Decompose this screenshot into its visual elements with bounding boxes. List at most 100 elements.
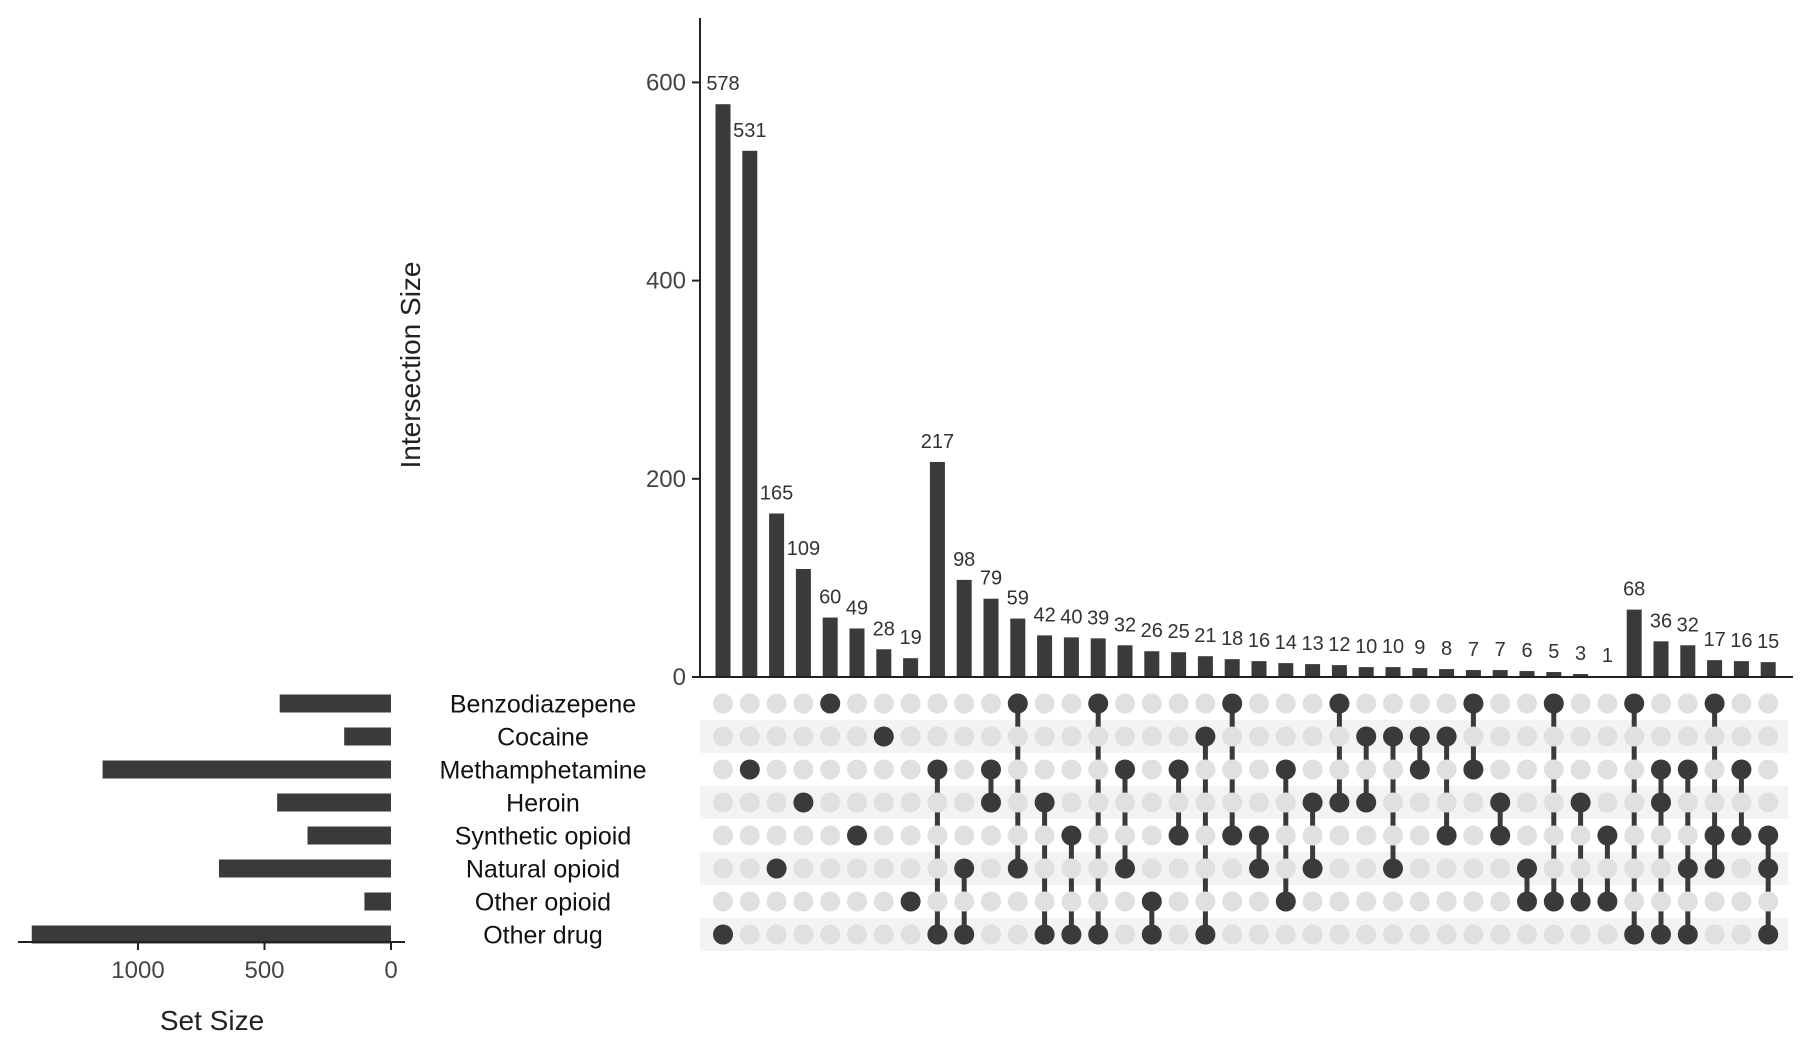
- matrix-dot-active: [927, 924, 948, 945]
- matrix-dot-active: [954, 924, 975, 945]
- matrix-dot-inactive: [1436, 858, 1457, 879]
- matrix-dot-inactive: [1624, 891, 1645, 912]
- matrix-dot-inactive: [1275, 825, 1296, 846]
- matrix-dot-inactive: [1249, 693, 1269, 714]
- matrix-dot-inactive: [900, 759, 921, 780]
- matrix-dot-active: [1758, 825, 1779, 846]
- matrix-dot-inactive: [713, 726, 733, 747]
- y-tick-label: 600: [646, 69, 686, 96]
- set-size-axis-title: Set Size: [160, 1005, 264, 1036]
- intersection-bar: [1626, 609, 1642, 677]
- set-size-bar: [31, 925, 392, 944]
- matrix-dot-inactive: [1758, 792, 1779, 813]
- matrix-dot-inactive: [1490, 891, 1511, 912]
- intersection-value-label: 98: [953, 549, 975, 571]
- matrix-dot-active: [1651, 792, 1671, 813]
- matrix-dot-inactive: [1141, 825, 1162, 846]
- matrix-dot-inactive: [1731, 792, 1752, 813]
- matrix-dot-inactive: [1731, 891, 1752, 912]
- set-size-bar: [218, 859, 391, 878]
- matrix-dot-active: [1329, 693, 1350, 714]
- set-size-bar: [364, 892, 391, 911]
- set-name-label: Synthetic opioid: [455, 823, 632, 851]
- intersection-value-label: 79: [980, 568, 1002, 590]
- matrix-dot-active: [1543, 891, 1564, 912]
- matrix-dot-inactive: [1275, 792, 1296, 813]
- matrix-dot-inactive: [1677, 726, 1698, 747]
- intersection-matrix: [713, 693, 1779, 945]
- matrix-dot-inactive: [900, 726, 921, 747]
- matrix-dot-inactive: [1677, 825, 1698, 846]
- matrix-dot-inactive: [1061, 726, 1082, 747]
- matrix-dot-inactive: [1034, 891, 1055, 912]
- matrix-dot-inactive: [1302, 891, 1323, 912]
- matrix-dot-inactive: [1731, 924, 1752, 945]
- matrix-dot-inactive: [1061, 693, 1082, 714]
- matrix-dot-active: [1436, 726, 1457, 747]
- matrix-dot-inactive: [1436, 759, 1457, 780]
- matrix-dot-inactive: [1034, 825, 1055, 846]
- matrix-dot-inactive: [1088, 858, 1109, 879]
- matrix-dot-inactive: [1436, 693, 1457, 714]
- matrix-dot-active: [1061, 924, 1082, 945]
- matrix-dot-inactive: [1115, 693, 1135, 714]
- matrix-dot-active: [1409, 759, 1430, 780]
- matrix-dot-inactive: [1383, 792, 1403, 813]
- matrix-dot-inactive: [1249, 726, 1269, 747]
- matrix-dot-inactive: [793, 891, 814, 912]
- matrix-dot-inactive: [1570, 924, 1591, 945]
- matrix-dot-active: [1597, 891, 1618, 912]
- set-name-label: Benzodiazepene: [450, 691, 636, 719]
- intersection-value-label: 40: [1060, 606, 1082, 628]
- matrix-dot-inactive: [713, 858, 733, 879]
- intersection-value-label: 3: [1575, 643, 1586, 665]
- intersection-value-label: 16: [1730, 630, 1752, 652]
- matrix-dot-inactive: [1195, 693, 1216, 714]
- matrix-dot-inactive: [927, 858, 948, 879]
- intersection-value-label: 7: [1468, 639, 1479, 661]
- matrix-dot-inactive: [1383, 693, 1403, 714]
- matrix-dot-inactive: [1436, 792, 1457, 813]
- matrix-dot-inactive: [954, 759, 975, 780]
- matrix-dot-active: [1543, 693, 1564, 714]
- matrix-dot-inactive: [1409, 858, 1430, 879]
- matrix-dot-inactive: [1517, 924, 1537, 945]
- matrix-dot-inactive: [1007, 924, 1028, 945]
- intersection-bar: [769, 513, 785, 677]
- matrix-dot-active: [981, 759, 1001, 780]
- set-name-label: Cocaine: [497, 724, 589, 752]
- matrix-dot-inactive: [1061, 792, 1082, 813]
- matrix-dot-inactive: [927, 825, 948, 846]
- set-size-bar: [102, 760, 391, 779]
- matrix-dot-inactive: [981, 693, 1001, 714]
- matrix-dot-inactive: [793, 759, 814, 780]
- set-size-bar: [307, 826, 391, 845]
- matrix-dot-inactive: [713, 693, 733, 714]
- intersection-bar: [1144, 651, 1160, 677]
- matrix-dot-inactive: [1275, 693, 1296, 714]
- matrix-dot-inactive: [900, 792, 921, 813]
- intersection-bar: [715, 104, 731, 678]
- matrix-dot-inactive: [954, 825, 975, 846]
- matrix-dot-inactive: [1463, 858, 1484, 879]
- y-tick-label: 400: [646, 268, 686, 295]
- matrix-dot-inactive: [1597, 858, 1618, 879]
- matrix-dot-inactive: [1088, 726, 1109, 747]
- matrix-dot-inactive: [1409, 693, 1430, 714]
- matrix-dot-inactive: [1356, 759, 1377, 780]
- matrix-dot-inactive: [766, 726, 787, 747]
- matrix-dot-inactive: [1517, 825, 1537, 846]
- intersection-value-label: 217: [921, 431, 954, 453]
- matrix-dot-active: [1383, 726, 1403, 747]
- matrix-dot-inactive: [1651, 825, 1671, 846]
- set-size-bar: [344, 727, 391, 746]
- y-tick-label: 200: [646, 466, 686, 493]
- matrix-dot-inactive: [1383, 891, 1403, 912]
- matrix-dot-inactive: [713, 792, 733, 813]
- matrix-dot-active: [1007, 858, 1028, 879]
- matrix-dot-inactive: [1758, 726, 1779, 747]
- matrix-dot-inactive: [1704, 759, 1725, 780]
- matrix-dot-active: [1677, 924, 1698, 945]
